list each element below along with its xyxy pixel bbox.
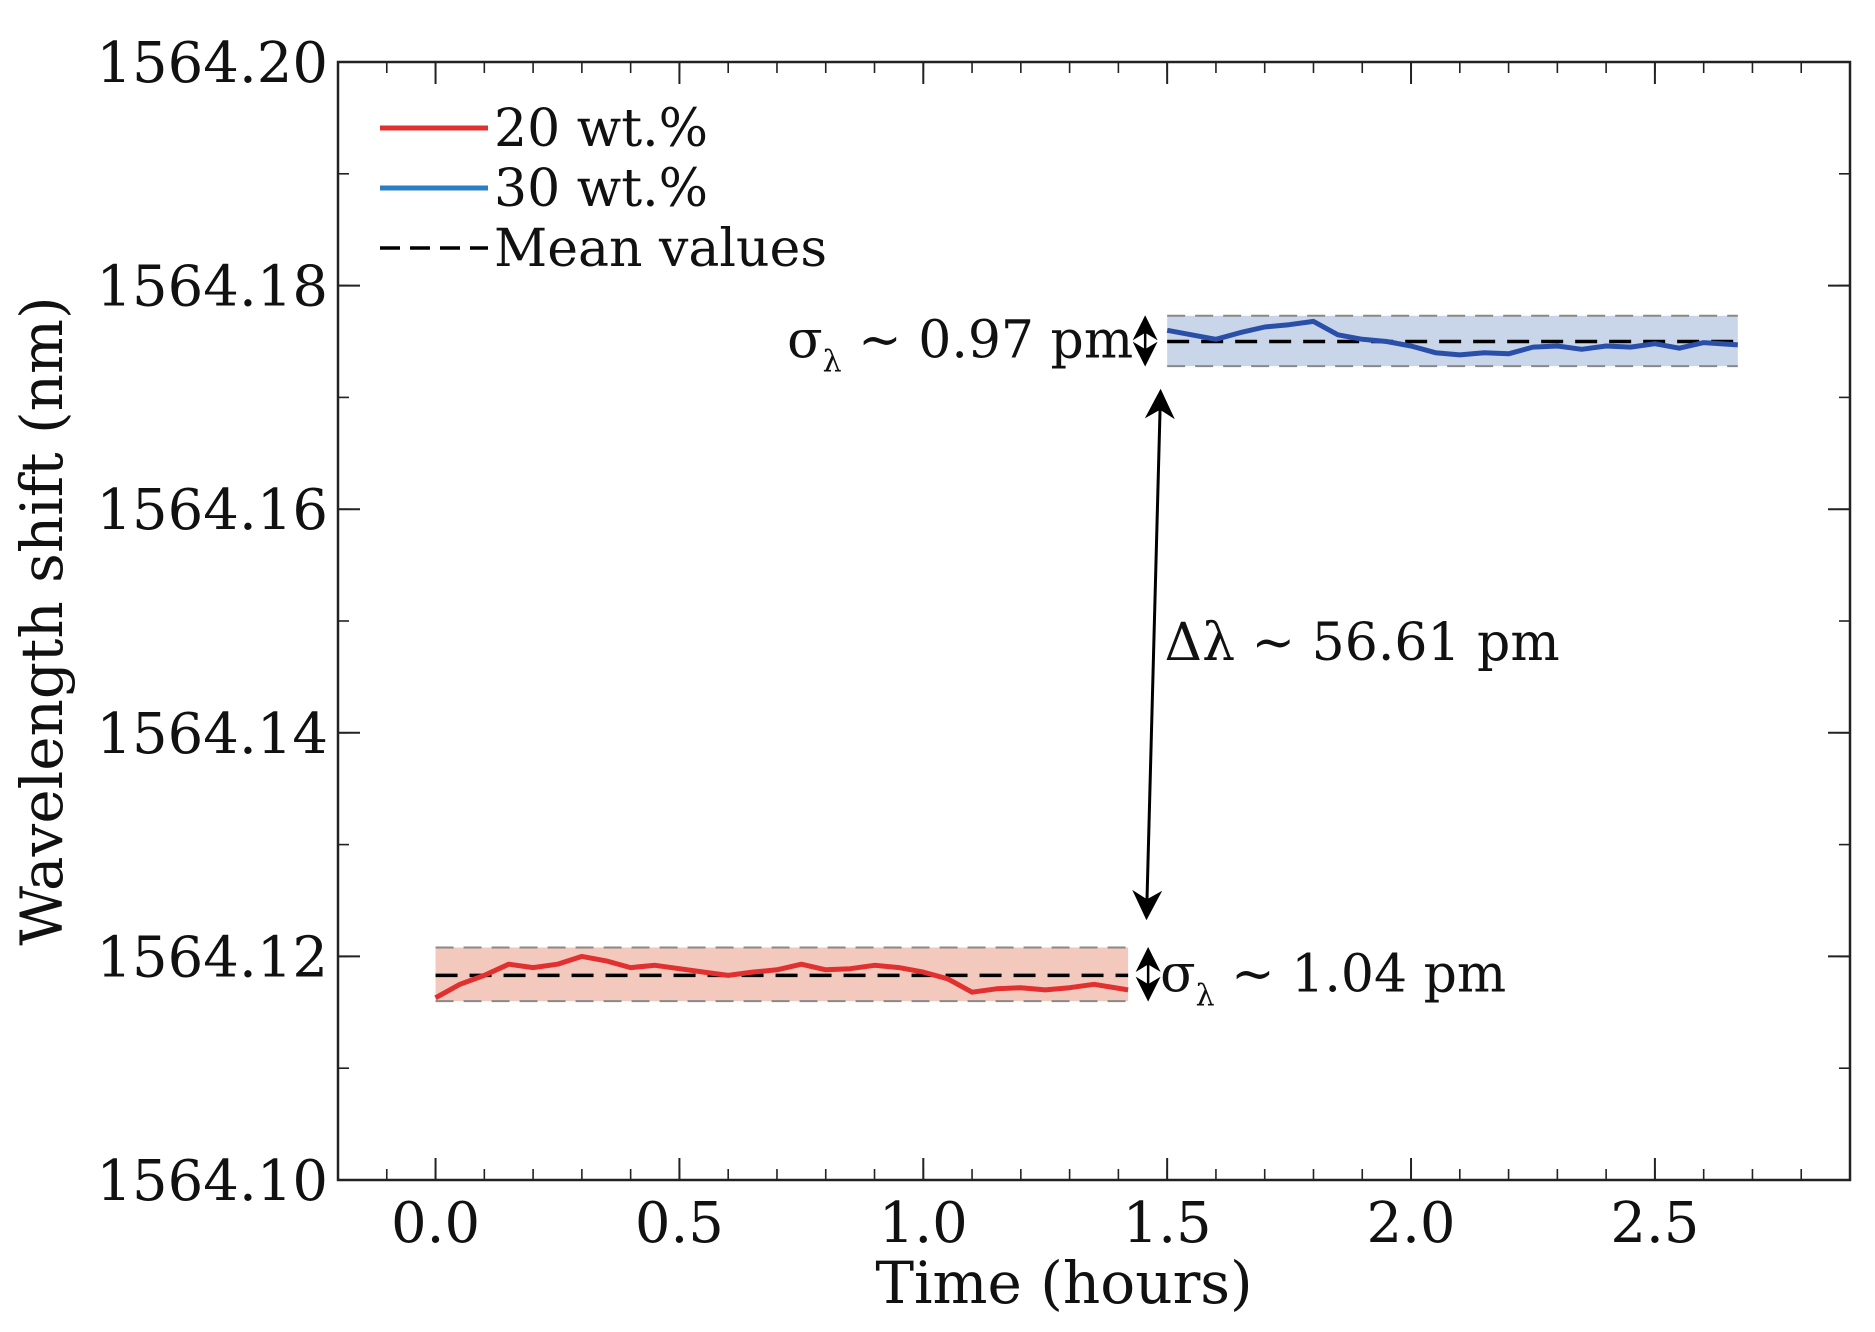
sigma-20-annotation: σλ ~ 1.04 pm (1135, 944, 1506, 1013)
y-tick-label: 1564.12 (96, 925, 328, 990)
y-axis-title: Wavelength shift (nm) (8, 296, 76, 945)
x-axis-title: Time (hours) (875, 1249, 1252, 1317)
x-tick-label: 1.5 (1123, 1191, 1212, 1256)
x-tick-label: 0.5 (635, 1191, 724, 1256)
y-tick-label: 1564.14 (96, 702, 328, 767)
legend-label-1: 30 wt.% (494, 159, 708, 219)
series-line-0 (434, 953, 1129, 1000)
delta-annotation: Δλ ~ 56.61 pm (1165, 613, 1560, 673)
y-tick-label: 1564.20 (96, 31, 328, 96)
legend-label-0: 20 wt.% (494, 99, 708, 159)
x-tick-label: 0.0 (391, 1191, 480, 1256)
svg-text:σλ ~ 0.97 pm: σλ ~ 0.97 pm (787, 311, 1133, 380)
x-tick-label: 2.0 (1367, 1191, 1456, 1256)
tick-labels: 0.0 0.5 1.0 1.5 2.0 2.5 1564.10 1564.12 1564.14 1… (96, 31, 1699, 1256)
svg-text:σλ ~ 1.04 pm: σλ ~ 1.04 pm (1160, 944, 1506, 1013)
x-tick-label: 1.0 (879, 1191, 968, 1256)
mean-lines (435, 339, 1738, 978)
sigma-30-annotation: σλ ~ 0.97 pm (787, 311, 1158, 380)
legend-label-2: Mean values (494, 219, 827, 279)
x-tick-label: 2.5 (1610, 1191, 1699, 1256)
y-tick-label: 1564.16 (96, 478, 328, 543)
y-tick-label: 1564.10 (96, 1149, 328, 1214)
delta-arrow (1132, 388, 1175, 921)
series-lines (434, 318, 1738, 1000)
annotations: σλ ~ 0.97 pm σλ ~ 1.04 pm Δλ ~ 56.61 pm (787, 311, 1560, 1014)
legend: 20 wt.%30 wt.%Mean values (380, 99, 827, 279)
series-line-1 (1166, 318, 1738, 358)
y-tick-label: 1564.18 (96, 255, 328, 320)
axis-ticks (337, 61, 1851, 1181)
